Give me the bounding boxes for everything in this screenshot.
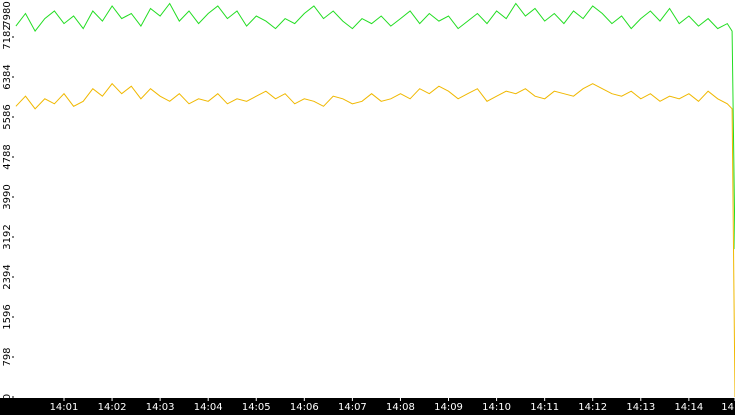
x-tick-label: 14:06 <box>290 402 319 413</box>
y-tick-label: 6384 <box>2 64 13 89</box>
y-tick-label: 5586 <box>2 104 13 129</box>
y-tick-label: 7980 <box>2 1 13 26</box>
x-axis-bar <box>0 398 735 415</box>
x-tick-label: 14:08 <box>386 402 415 413</box>
x-tick-label: 14:03 <box>146 402 175 413</box>
y-tick-label: 1596 <box>2 304 13 329</box>
x-tick-label: 14:10 <box>482 402 511 413</box>
x-tick-label: 14 <box>721 402 734 413</box>
y-tick-label: 7182 <box>2 24 13 49</box>
series-line <box>15 82 735 398</box>
y-tick-label: 3192 <box>2 224 13 249</box>
y-tick-label: 798 <box>2 347 13 366</box>
x-tick-label: 14:04 <box>194 402 223 413</box>
y-tick-label: 4788 <box>2 144 13 169</box>
x-tick-label: 14:13 <box>626 402 655 413</box>
x-tick-label: 14:12 <box>578 402 607 413</box>
series-line <box>15 2 735 250</box>
x-tick-label: 14:07 <box>338 402 367 413</box>
x-tick-label: 14:11 <box>530 402 559 413</box>
x-tick-label: 14:01 <box>50 402 79 413</box>
y-tick-label: 0 <box>2 394 13 400</box>
y-tick-label: 3990 <box>2 184 13 209</box>
x-tick-label: 14:05 <box>242 402 271 413</box>
x-tick-label: 14:14 <box>674 402 703 413</box>
x-tick-label: 14:09 <box>434 402 463 413</box>
x-tick-label: 14:02 <box>98 402 127 413</box>
y-tick-label: 2394 <box>2 264 13 289</box>
